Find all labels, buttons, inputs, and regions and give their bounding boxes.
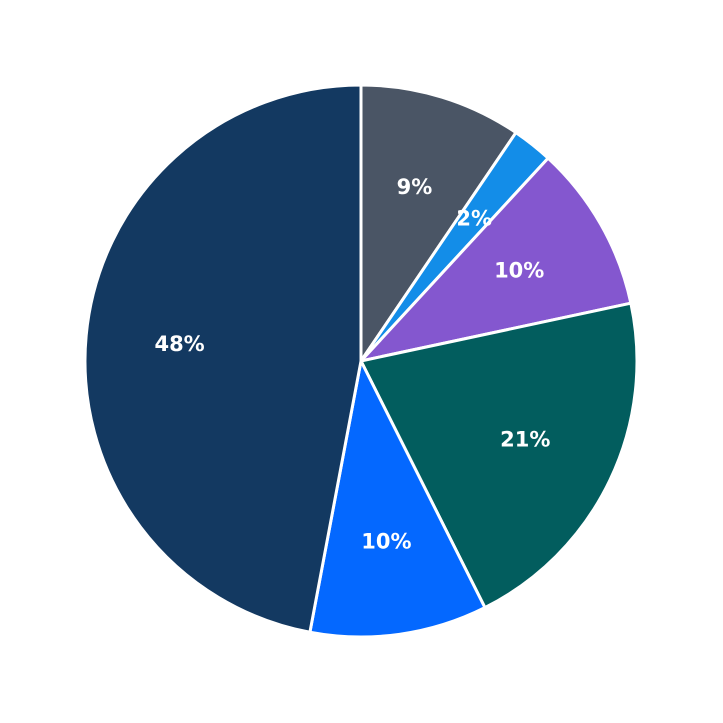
pie-slice-label-4: 10% bbox=[361, 529, 411, 553]
pie-slice-label-1: 2% bbox=[456, 206, 492, 230]
pie-slice-2 bbox=[359, 156, 633, 363]
pie-slice-0 bbox=[359, 83, 518, 363]
pie-slice-label-0: 9% bbox=[397, 175, 433, 199]
pie-slice-label-3: 21% bbox=[500, 428, 550, 452]
pie-slice-3 bbox=[359, 301, 639, 610]
pie-slice-5 bbox=[83, 83, 363, 634]
pie-slice-4 bbox=[308, 359, 487, 639]
pie-labels: 9% 2% 10% 21% 10% 48% bbox=[154, 175, 550, 554]
pie-slice-label-5: 48% bbox=[154, 332, 204, 356]
pie-slice-label-2: 10% bbox=[494, 259, 544, 283]
pie-slices bbox=[83, 83, 639, 639]
